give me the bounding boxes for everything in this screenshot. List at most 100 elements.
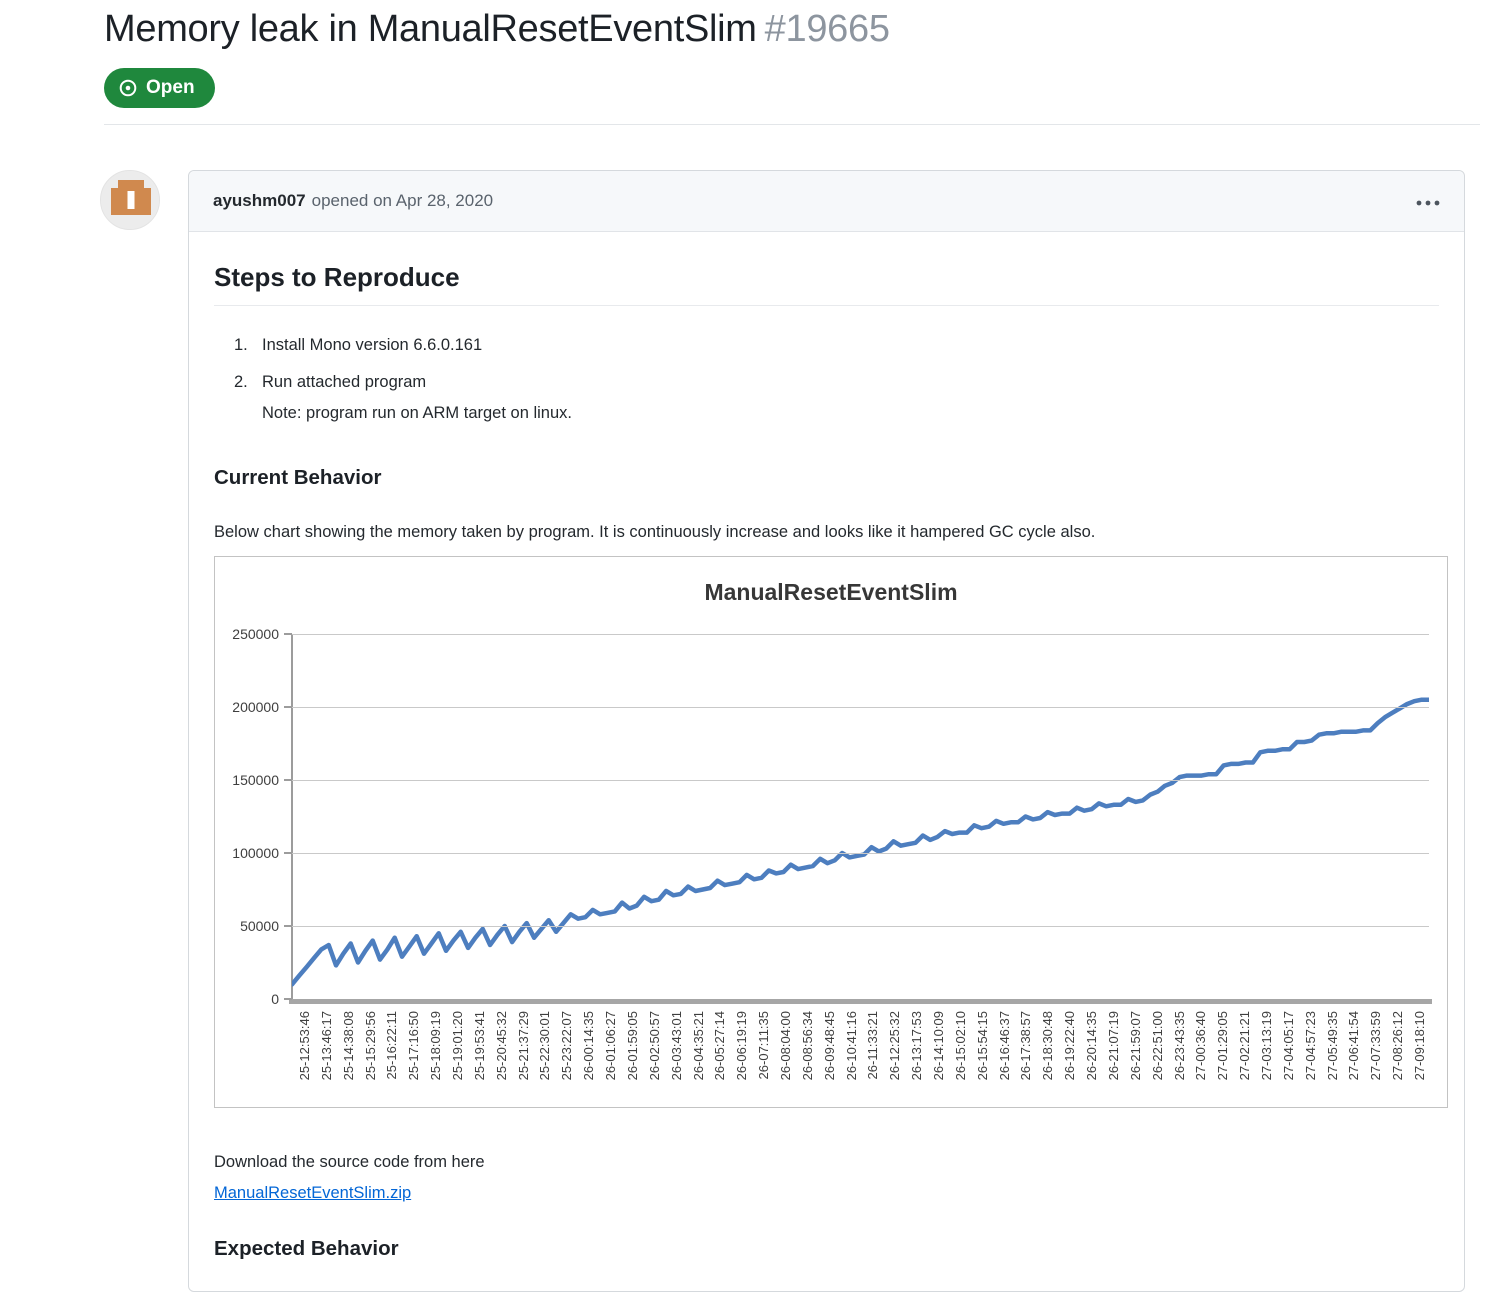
issue-title-text: Memory leak in ManualResetEventSlim <box>104 8 757 50</box>
x-tick-label: 26-12:25:32 <box>887 1011 903 1081</box>
x-tick-label: 27-07:33:59 <box>1368 1011 1384 1081</box>
issue-timeline: ayushm007 opened on Apr 28, 2020 Steps t… <box>0 170 1492 1292</box>
y-axis-tick <box>284 998 292 1000</box>
comment-body: Steps to Reproduce 1. Install Mono versi… <box>189 232 1464 1291</box>
chart-gridline <box>292 926 1429 927</box>
zip-download-link[interactable]: ManualResetEventSlim.zip <box>214 1184 412 1202</box>
memory-line-series <box>292 697 1429 987</box>
x-tick-label: 26-09:48:45 <box>821 1011 837 1081</box>
heading-current-behavior: Current Behavior <box>214 466 382 489</box>
issue-header: Memory leak in ManualResetEventSlim #1966… <box>0 8 1492 108</box>
chart-gridline <box>292 853 1429 854</box>
y-axis-tick <box>284 706 292 708</box>
x-tick-label: 26-10:41:16 <box>843 1011 859 1081</box>
chart-gridline <box>292 634 1429 635</box>
x-tick-label: 26-13:17:53 <box>909 1011 925 1081</box>
x-tick-label: 27-01:29:05 <box>1215 1011 1231 1081</box>
download-text: Download the source code from here <box>214 1153 485 1171</box>
x-tick-label: 26-21:59:07 <box>1127 1011 1143 1081</box>
x-tick-label: 26-01:06:27 <box>603 1011 619 1081</box>
x-tick-label: 25-16:22:11 <box>384 1011 400 1080</box>
x-tick-label: 25-13:46:17 <box>318 1011 334 1081</box>
x-tick-label: 25-23:22:07 <box>559 1011 575 1081</box>
list-marker: 1. <box>234 336 248 354</box>
comment-author-link[interactable]: ayushm007 <box>213 191 306 210</box>
heading-expected-behavior: Expected Behavior <box>214 1237 399 1260</box>
x-tick-label: 25-21:37:29 <box>515 1011 531 1081</box>
y-tick-label: 200000 <box>232 699 279 715</box>
chart-title: ManualResetEventSlim <box>704 579 958 605</box>
x-tick-label: 26-01:59:05 <box>624 1011 640 1081</box>
badge-row: Open <box>104 68 1462 108</box>
x-tick-label: 26-22:51:00 <box>1149 1011 1165 1081</box>
page-title: Memory leak in ManualResetEventSlim #1966… <box>104 8 1462 51</box>
x-tick-label: 26-20:14:35 <box>1084 1011 1100 1081</box>
x-tick-label: 26-00:14:35 <box>581 1011 597 1081</box>
chart-gridline <box>292 780 1429 781</box>
x-tick-label: 27-02:21:21 <box>1237 1011 1253 1081</box>
x-tick-label: 26-14:10:09 <box>931 1011 947 1081</box>
step-note: Note: program run on ARM target on linux… <box>262 404 572 422</box>
x-tick-label: 25-20:45:32 <box>493 1011 509 1081</box>
kebab-horizontal-icon <box>1416 200 1440 206</box>
x-tick-label: 26-19:22:40 <box>1062 1011 1078 1081</box>
x-tick-label: 25-18:09:19 <box>428 1011 444 1081</box>
x-tick-label: 25-15:29:56 <box>362 1011 378 1081</box>
x-tick-label: 27-06:41:54 <box>1346 1011 1362 1081</box>
y-axis-tick <box>284 925 292 927</box>
y-tick-label: 0 <box>271 991 279 1007</box>
comment-header: ayushm007 opened on Apr 28, 2020 <box>189 171 1464 232</box>
status-badge: Open <box>104 68 215 108</box>
x-tick-label: 25-14:38:08 <box>340 1011 356 1081</box>
avatar-identicon <box>101 171 159 229</box>
x-tick-label: 26-23:43:35 <box>1171 1011 1187 1081</box>
x-tick-label: 26-21:07:19 <box>1105 1011 1121 1081</box>
x-tick-label: 26-17:38:57 <box>1018 1011 1034 1081</box>
y-tick-label: 50000 <box>240 918 279 934</box>
x-tick-label: 27-09:18:10 <box>1412 1011 1428 1081</box>
x-tick-label: 26-04:35:21 <box>690 1011 706 1081</box>
list-item: 1. Install Mono version 6.6.0.161 <box>234 332 1439 358</box>
steps-list: 1. Install Mono version 6.6.0.161 2. Run… <box>214 332 1439 426</box>
y-axis-tick <box>284 852 292 854</box>
x-tick-label: 26-07:11:35 <box>756 1011 772 1080</box>
y-tick-label: 150000 <box>232 772 279 788</box>
status-badge-label: Open <box>146 77 195 98</box>
list-item: 2. Run attached program Note: program ru… <box>234 369 1439 426</box>
x-tick-label: 25-19:53:41 <box>471 1011 487 1081</box>
x-tick-label: 25-17:16:50 <box>406 1011 422 1081</box>
comment-timestamp: opened on Apr 28, 2020 <box>311 191 494 210</box>
issue-number: #19665 <box>764 8 890 50</box>
x-tick-label: 27-00:36:40 <box>1193 1011 1209 1081</box>
x-tick-label: 25-22:30:01 <box>537 1011 553 1081</box>
comment-options-button[interactable] <box>1410 187 1446 215</box>
y-tick-label: 250000 <box>232 626 279 642</box>
x-tick-label: 26-18:30:48 <box>1040 1011 1056 1081</box>
x-tick-label: 26-11:33:21 <box>865 1011 881 1080</box>
x-tick-label: 25-12:53:46 <box>296 1011 312 1081</box>
header-divider <box>104 124 1480 125</box>
y-tick-label: 100000 <box>232 845 279 861</box>
x-tick-label: 26-15:54:15 <box>974 1011 990 1081</box>
x-tick-label: 26-03:43:01 <box>668 1011 684 1081</box>
memory-chart-image[interactable]: ManualResetEventSlim 0 50000 100000 150000 2… <box>214 556 1448 1108</box>
x-tick-label: 27-04:05:17 <box>1280 1011 1296 1081</box>
y-axis-tick <box>284 633 292 635</box>
x-tick-label: 26-05:27:14 <box>712 1011 728 1081</box>
x-tick-label: 25-19:01:20 <box>449 1011 465 1081</box>
current-behavior-text: Below chart showing the memory taken by … <box>214 523 1096 541</box>
avatar[interactable] <box>100 170 160 230</box>
x-tick-label: 26-15:02:10 <box>952 1011 968 1081</box>
x-tick-label: 27-03:13:19 <box>1259 1011 1274 1081</box>
x-tick-label: 26-08:04:00 <box>777 1011 793 1081</box>
step-text: Run attached program <box>262 373 427 391</box>
chart-gridline <box>292 707 1429 708</box>
x-tick-label: 26-16:46:37 <box>996 1011 1012 1081</box>
list-marker: 2. <box>234 373 248 391</box>
y-axis-tick <box>284 779 292 781</box>
heading-steps-to-reproduce: Steps to Reproduce <box>214 262 1439 306</box>
issue-opened-icon <box>118 78 138 98</box>
x-tick-label: 26-02:50:57 <box>646 1011 662 1081</box>
x-tick-label: 26-08:56:34 <box>799 1011 815 1081</box>
x-tick-label: 27-08:26:12 <box>1390 1011 1406 1081</box>
